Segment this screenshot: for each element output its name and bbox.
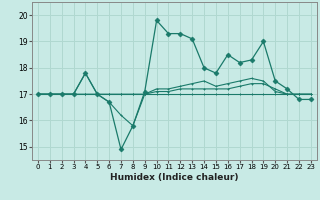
X-axis label: Humidex (Indice chaleur): Humidex (Indice chaleur) — [110, 173, 239, 182]
